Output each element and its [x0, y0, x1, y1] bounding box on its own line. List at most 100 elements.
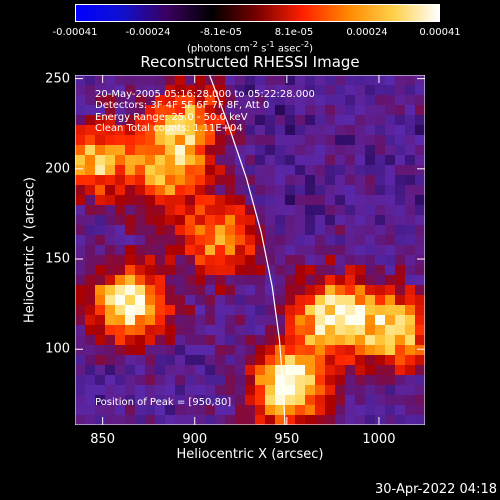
heatmap-cell — [385, 285, 396, 296]
heatmap-cell — [305, 255, 316, 266]
heatmap-cell — [225, 275, 236, 286]
heatmap-cell — [275, 295, 286, 306]
heatmap-plot — [75, 75, 425, 425]
heatmap-cell — [415, 195, 425, 206]
heatmap-cell — [245, 395, 256, 406]
heatmap-cell — [295, 165, 306, 176]
heatmap-cell — [295, 395, 306, 406]
heatmap-cell — [415, 395, 425, 406]
heatmap-cell — [285, 285, 296, 296]
heatmap-cell — [95, 235, 106, 246]
heatmap-cell — [95, 215, 106, 226]
heatmap-cell — [145, 265, 156, 276]
heatmap-cell — [75, 95, 86, 106]
heatmap-cell — [235, 295, 246, 306]
heatmap-cell — [175, 175, 186, 186]
heatmap-cell — [175, 395, 186, 406]
heatmap-cell — [125, 395, 136, 406]
heatmap-cell — [315, 285, 326, 296]
heatmap-cell — [395, 135, 406, 146]
heatmap-cell — [285, 325, 296, 336]
heatmap-cell — [365, 215, 376, 226]
heatmap-cell — [345, 175, 356, 186]
heatmap-cell — [365, 405, 376, 416]
heatmap-cell — [185, 345, 196, 356]
heatmap-cell — [295, 75, 306, 86]
heatmap-cell — [335, 115, 346, 126]
heatmap-cell — [265, 375, 276, 386]
heatmap-cell — [335, 195, 346, 206]
heatmap-cell — [215, 135, 226, 146]
heatmap-cell — [275, 275, 286, 286]
heatmap-cell — [95, 105, 106, 116]
heatmap-cell — [175, 275, 186, 286]
heatmap-cell — [75, 375, 86, 386]
heatmap-cell — [105, 285, 116, 296]
heatmap-cell — [165, 205, 176, 216]
heatmap-cell — [375, 325, 386, 336]
heatmap-cell — [385, 405, 396, 416]
heatmap-cell — [235, 125, 246, 136]
heatmap-cell — [125, 215, 136, 226]
heatmap-cell — [365, 185, 376, 196]
heatmap-cell — [215, 165, 226, 176]
heatmap-cell — [85, 315, 96, 326]
heatmap-cell — [145, 345, 156, 356]
heatmap-cell — [155, 125, 166, 136]
heatmap-cell — [165, 115, 176, 126]
heatmap-cell — [335, 405, 346, 416]
heatmap-cell — [215, 145, 226, 156]
heatmap-cell — [385, 75, 396, 86]
heatmap-cell — [105, 315, 116, 326]
x-tick-label: 900 — [182, 432, 208, 447]
heatmap-cell — [295, 245, 306, 256]
y-tick-label: 150 — [45, 251, 70, 267]
heatmap-cell — [255, 295, 266, 306]
heatmap-cell — [365, 265, 376, 276]
heatmap-cell — [325, 305, 336, 316]
heatmap-cell — [275, 155, 286, 166]
heatmap-cell — [345, 165, 356, 176]
heatmap-cell — [85, 325, 96, 336]
chart-title: Reconstructed RHESSI Image — [140, 53, 360, 71]
heatmap-cell — [85, 195, 96, 206]
heatmap-cell — [165, 215, 176, 226]
heatmap-cell — [85, 285, 96, 296]
heatmap-cell — [375, 145, 386, 156]
heatmap-cell — [375, 245, 386, 256]
heatmap-cell — [75, 415, 86, 425]
heatmap-cell — [315, 355, 326, 366]
heatmap-cell — [205, 125, 216, 136]
heatmap-cell — [355, 245, 366, 256]
x-axis-label: Heliocentric X (arcsec) — [176, 447, 324, 462]
heatmap-cell — [335, 275, 346, 286]
heatmap-cell — [175, 265, 186, 276]
heatmap-cell — [265, 355, 276, 366]
heatmap-cell — [265, 135, 276, 146]
heatmap-cell — [145, 315, 156, 326]
heatmap-cell — [385, 245, 396, 256]
heatmap-cell — [305, 155, 316, 166]
heatmap-cell — [185, 385, 196, 396]
heatmap-cell — [285, 165, 296, 176]
heatmap-cell — [395, 365, 406, 376]
heatmap-cell — [235, 415, 246, 425]
heatmap-cell — [155, 145, 166, 156]
heatmap-cell — [135, 95, 146, 106]
heatmap-cell — [285, 315, 296, 326]
heatmap-cell — [115, 415, 126, 425]
heatmap-cell — [395, 245, 406, 256]
heatmap-cell — [175, 245, 186, 256]
heatmap-cell — [175, 415, 186, 425]
heatmap-cell — [275, 365, 286, 376]
heatmap-cell — [255, 105, 266, 116]
heatmap-cell — [265, 75, 276, 86]
heatmap-cell — [385, 345, 396, 356]
heatmap-cell — [325, 125, 336, 136]
heatmap-cell — [295, 155, 306, 166]
heatmap-cell — [315, 195, 326, 206]
heatmap-cell — [215, 155, 226, 166]
heatmap-cell — [125, 75, 136, 86]
heatmap-cell — [245, 375, 256, 386]
heatmap-cell — [245, 175, 256, 186]
